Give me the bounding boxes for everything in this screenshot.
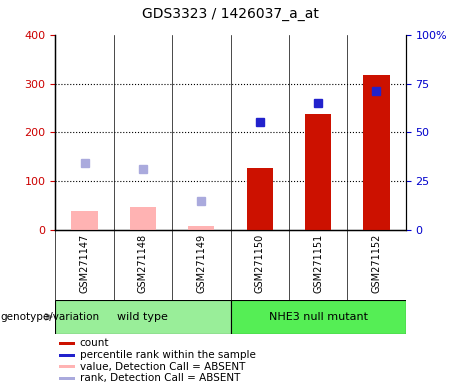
- Bar: [130, 207, 156, 230]
- Bar: [59, 354, 75, 356]
- Bar: [247, 168, 273, 230]
- Text: count: count: [80, 338, 109, 348]
- Text: GSM271148: GSM271148: [138, 234, 148, 293]
- Bar: [230, 300, 406, 334]
- Bar: [59, 365, 75, 368]
- Text: GSM271147: GSM271147: [79, 234, 89, 293]
- Text: rank, Detection Call = ABSENT: rank, Detection Call = ABSENT: [80, 373, 240, 383]
- Text: GSM271150: GSM271150: [254, 234, 265, 293]
- Bar: [59, 376, 75, 379]
- Text: NHE3 null mutant: NHE3 null mutant: [269, 312, 367, 322]
- Bar: [71, 211, 98, 230]
- Bar: [305, 114, 331, 230]
- Text: GDS3323 / 1426037_a_at: GDS3323 / 1426037_a_at: [142, 7, 319, 21]
- Bar: [55, 300, 230, 334]
- Text: genotype/variation: genotype/variation: [0, 312, 99, 322]
- Bar: [59, 342, 75, 344]
- Text: percentile rank within the sample: percentile rank within the sample: [80, 350, 256, 360]
- Bar: [363, 75, 390, 230]
- Text: GSM271152: GSM271152: [372, 234, 382, 293]
- Text: value, Detection Call = ABSENT: value, Detection Call = ABSENT: [80, 361, 245, 372]
- Text: GSM271151: GSM271151: [313, 234, 323, 293]
- Text: GSM271149: GSM271149: [196, 234, 207, 293]
- Bar: [188, 227, 214, 230]
- Text: wild type: wild type: [118, 312, 168, 322]
